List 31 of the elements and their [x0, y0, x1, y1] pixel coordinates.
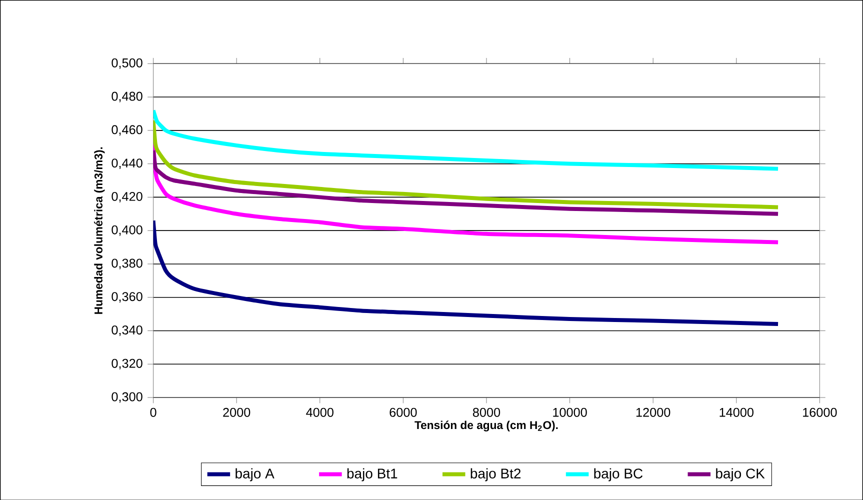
x-tick-label: 0	[150, 408, 156, 417]
y-tick-label: 0,380	[112, 258, 142, 269]
legend-label: bajo Bt2	[470, 468, 521, 482]
x-tick-label: 16000	[803, 408, 837, 417]
y-tick-label: 0,420	[112, 192, 142, 202]
x-tick-label: 10000	[553, 408, 587, 417]
y-tick-label: 0,400	[112, 225, 142, 236]
legend-label: bajo Bt1	[347, 468, 398, 482]
line-series	[153, 218, 780, 326]
y-tick-label: 0,360	[112, 292, 142, 302]
legend-label: bajo CK	[716, 468, 765, 482]
legend-label: bajo A	[236, 468, 274, 482]
legend-label: bajo BC	[594, 468, 643, 482]
y-tick-label: 0,300	[112, 392, 142, 403]
line-series	[153, 148, 780, 216]
x-tick-label: 14000	[720, 408, 754, 417]
y-tick-label: 0,500	[112, 58, 142, 69]
x-tick-label: 12000	[636, 408, 670, 417]
y-tick-label: 0,440	[112, 158, 142, 169]
line-series	[153, 118, 780, 209]
x-tick-label: 8000	[472, 408, 500, 417]
x-tick-label: 6000	[390, 408, 417, 417]
y-tick-label: 0,320	[112, 358, 142, 370]
x-axis-title: Tensión de agua (cm H$_{2}$O).	[414, 420, 558, 432]
y-axis-title: Humedad volumétrica (m3/m3).	[94, 147, 105, 314]
y-tick-label: 0,340	[112, 325, 142, 336]
y-tick-label: 0,460	[112, 124, 142, 136]
line-series	[153, 108, 780, 171]
x-tick-label: 4000	[306, 408, 334, 417]
x-tick-label: 2000	[223, 408, 250, 417]
y-tick-label: 0,480	[112, 92, 142, 102]
